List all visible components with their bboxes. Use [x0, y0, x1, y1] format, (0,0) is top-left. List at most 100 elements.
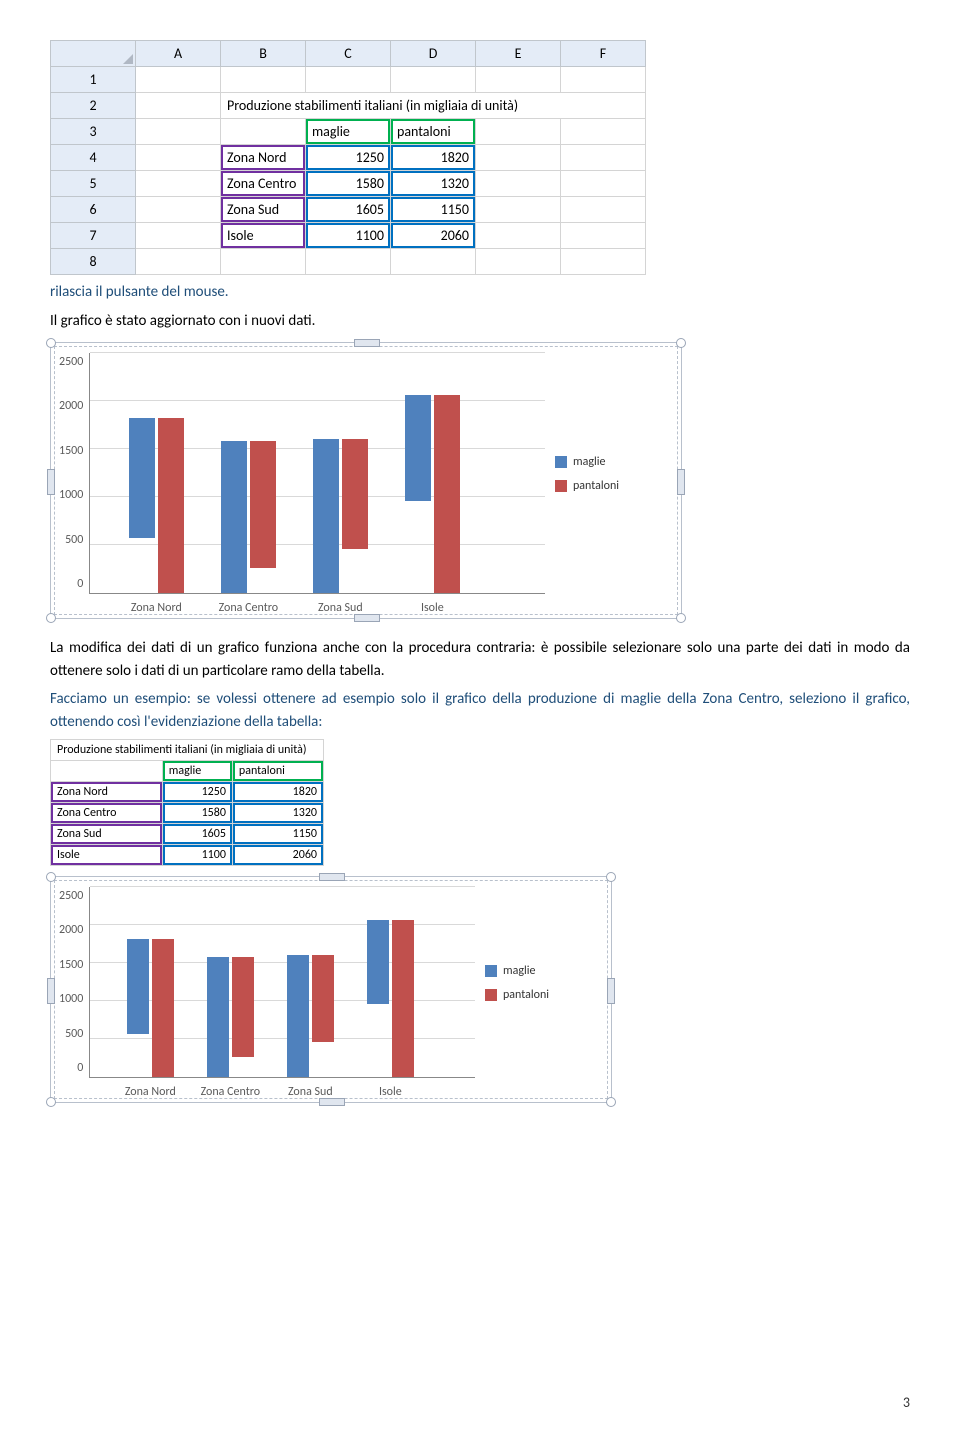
select-all-corner[interactable] [51, 41, 136, 67]
data-cell[interactable]: 2060 [232, 845, 323, 866]
table-title: Produzione stabilimenti italiani (in mig… [51, 740, 324, 761]
bar [313, 439, 339, 593]
bar [312, 955, 334, 1042]
y-tick-label: 2000 [59, 397, 83, 415]
bar [152, 939, 174, 1077]
row-header[interactable]: 8 [51, 249, 136, 275]
col-header[interactable]: D [391, 41, 476, 67]
bar-group [294, 439, 386, 593]
col-header[interactable]: E [476, 41, 561, 67]
bar-group [190, 957, 270, 1077]
page-number: 3 [903, 1392, 910, 1413]
bar [342, 439, 368, 549]
row-label-cell[interactable]: Zona Centro [221, 171, 306, 197]
data-cell[interactable]: 1605 [162, 824, 232, 845]
legend-swatch [555, 456, 567, 468]
data-cell[interactable]: 1580 [162, 803, 232, 824]
data-cell[interactable]: 1320 [391, 171, 476, 197]
bar [221, 441, 247, 593]
row-header[interactable]: 4 [51, 145, 136, 171]
x-tick-label: Zona Nord [110, 599, 202, 617]
paragraph: rilascia il pulsante del mouse. [50, 281, 910, 304]
row-label-cell[interactable]: Zona Nord [51, 782, 163, 803]
gridline [90, 886, 475, 887]
col-label-cell[interactable]: maglie [306, 119, 391, 145]
paragraph: La modifica dei dati di un grafico funzi… [50, 637, 910, 682]
bar-group [202, 441, 294, 593]
row-label-cell[interactable]: Isole [51, 845, 163, 866]
bar [434, 395, 460, 593]
data-cell[interactable]: 1605 [306, 197, 391, 223]
data-cell[interactable]: 1580 [306, 171, 391, 197]
data-cell[interactable]: 1150 [232, 824, 323, 845]
y-tick-label: 500 [59, 531, 83, 549]
data-cell[interactable]: 1820 [232, 782, 323, 803]
data-cell[interactable]: 1250 [306, 145, 391, 171]
legend-item: maglie [485, 962, 605, 980]
row-header[interactable]: 2 [51, 93, 136, 119]
legend-label: maglie [503, 962, 535, 980]
plot-area: Zona NordZona CentroZona SudIsole [89, 887, 475, 1078]
bar [287, 955, 309, 1077]
legend-item: pantaloni [555, 477, 675, 495]
col-label-cell[interactable]: maglie [162, 761, 232, 782]
data-cell[interactable]: 1100 [162, 845, 232, 866]
col-header[interactable]: A [136, 41, 221, 67]
row-label-cell[interactable]: Zona Nord [221, 145, 306, 171]
y-tick-label: 2500 [59, 353, 83, 371]
row-header[interactable]: 1 [51, 67, 136, 93]
x-tick-label: Zona Sud [294, 599, 386, 617]
legend-swatch [485, 989, 497, 1001]
row-header[interactable]: 3 [51, 119, 136, 145]
chart-legend: maglie pantaloni [475, 887, 605, 1078]
bar-group [386, 395, 478, 593]
col-header[interactable]: C [306, 41, 391, 67]
data-cell[interactable]: 1150 [391, 197, 476, 223]
gridline [90, 352, 545, 353]
text-span: Facciamo un esempio: se volessi ottenere… [50, 690, 910, 731]
data-cell[interactable]: 2060 [391, 223, 476, 249]
bar-group [110, 939, 190, 1077]
x-tick-label: Zona Sud [270, 1083, 350, 1101]
y-tick-label: 1500 [59, 956, 83, 974]
row-label-cell[interactable]: Zona Sud [221, 197, 306, 223]
y-axis: 05001000150020002500 [59, 353, 89, 593]
bar-group [350, 920, 430, 1077]
paragraph: Facciamo un esempio: se volessi ottenere… [50, 688, 910, 733]
legend-swatch [555, 480, 567, 492]
y-tick-label: 0 [59, 575, 83, 593]
legend-label: maglie [573, 453, 605, 471]
col-label-cell[interactable]: pantaloni [232, 761, 323, 782]
row-label-cell[interactable]: Zona Sud [51, 824, 163, 845]
y-tick-label: 1500 [59, 442, 83, 460]
row-label-cell[interactable]: Zona Centro [51, 803, 163, 824]
row-header[interactable]: 6 [51, 197, 136, 223]
data-cell[interactable]: 1320 [232, 803, 323, 824]
legend-label: pantaloni [503, 986, 549, 1004]
x-tick-label: Zona Centro [190, 1083, 270, 1101]
col-header[interactable]: F [561, 41, 646, 67]
col-label-cell[interactable]: pantaloni [391, 119, 476, 145]
row-header[interactable]: 7 [51, 223, 136, 249]
row-label-cell[interactable]: Isole [221, 223, 306, 249]
bar-chart[interactable]: 05001000150020002500 Zona NordZona Centr… [50, 876, 612, 1103]
x-tick-label: Zona Centro [202, 599, 294, 617]
legend-item: pantaloni [485, 986, 605, 1004]
table-title: Produzione stabilimenti italiani (in mig… [221, 93, 646, 119]
data-cell[interactable]: 1820 [391, 145, 476, 171]
data-cell[interactable]: 1100 [306, 223, 391, 249]
bar [129, 418, 155, 538]
bar [127, 939, 149, 1034]
x-tick-label: Isole [350, 1083, 430, 1101]
bar [367, 920, 389, 1004]
data-cell[interactable]: 1250 [162, 782, 232, 803]
bar-chart[interactable]: 05001000150020002500 Zona NordZona Centr… [50, 342, 682, 619]
y-tick-label: 0 [59, 1059, 83, 1077]
y-axis: 05001000150020002500 [59, 887, 89, 1077]
row-header[interactable]: 5 [51, 171, 136, 197]
col-header[interactable]: B [221, 41, 306, 67]
paragraph: Il grafico è stato aggiornato con i nuov… [50, 310, 910, 333]
y-tick-label: 1000 [59, 990, 83, 1008]
bar-group [110, 418, 202, 593]
bar [392, 920, 414, 1077]
